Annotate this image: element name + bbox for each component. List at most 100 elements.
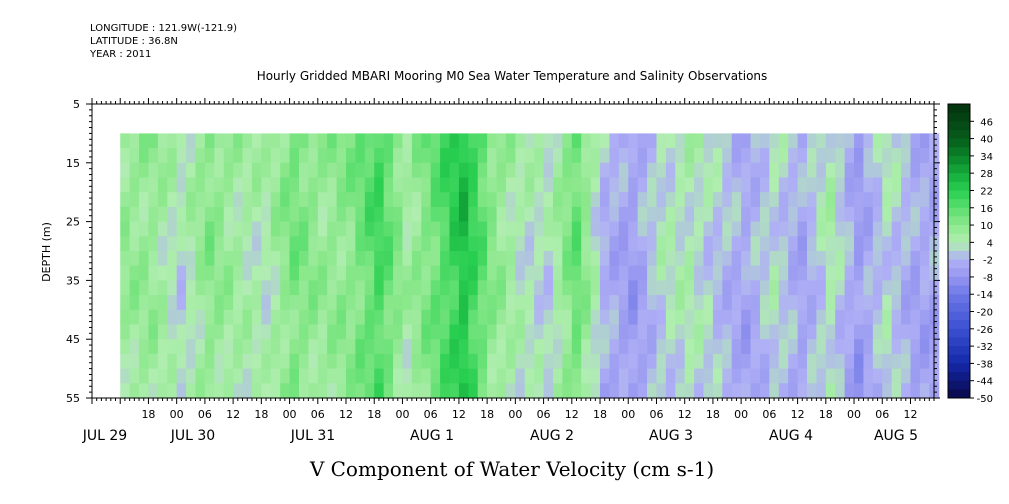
heatmap-cell bbox=[440, 207, 450, 222]
heatmap-cell bbox=[722, 295, 732, 310]
heatmap-cell bbox=[779, 383, 789, 398]
heatmap-cell bbox=[694, 266, 704, 281]
heatmap-cell bbox=[638, 163, 648, 178]
heatmap-cell bbox=[450, 266, 460, 281]
heatmap-cell bbox=[751, 339, 761, 354]
heatmap-cell bbox=[233, 325, 243, 340]
heatmap-cell bbox=[299, 310, 309, 325]
heatmap-cell bbox=[845, 207, 855, 222]
heatmap-cell bbox=[402, 236, 412, 251]
heatmap-cell bbox=[148, 354, 158, 369]
heatmap-cell bbox=[384, 339, 394, 354]
heatmap-cell bbox=[675, 354, 685, 369]
colorbar-swatch bbox=[948, 139, 970, 148]
heatmap-cell bbox=[243, 295, 253, 310]
heatmap-cell bbox=[158, 207, 168, 222]
heatmap-cell bbox=[694, 280, 704, 295]
heatmap-cell bbox=[544, 369, 554, 384]
heatmap-cell bbox=[647, 295, 657, 310]
heatmap-cell bbox=[290, 207, 300, 222]
heatmap-cell bbox=[600, 148, 610, 163]
heatmap-cell bbox=[572, 310, 582, 325]
heatmap-cell bbox=[816, 236, 826, 251]
heatmap-cell bbox=[167, 148, 177, 163]
heatmap-cell bbox=[308, 266, 318, 281]
heatmap-cell bbox=[760, 251, 770, 266]
heatmap-cell bbox=[346, 354, 356, 369]
heatmap-cell bbox=[243, 383, 253, 398]
heatmap-cell bbox=[402, 222, 412, 237]
heatmap-cell bbox=[873, 178, 883, 193]
heatmap-cell bbox=[892, 383, 902, 398]
heatmap-cell bbox=[845, 133, 855, 148]
heatmap-cell bbox=[619, 310, 629, 325]
heatmap-cell bbox=[581, 222, 591, 237]
heatmap-cell bbox=[299, 280, 309, 295]
heatmap-cell bbox=[384, 236, 394, 251]
heatmap-cell bbox=[224, 295, 234, 310]
heatmap-cell bbox=[195, 295, 205, 310]
heatmap-cell bbox=[591, 266, 601, 281]
heatmap-cell bbox=[318, 133, 328, 148]
heatmap-cell bbox=[280, 222, 290, 237]
heatmap-cell bbox=[487, 207, 497, 222]
heatmap-cell bbox=[205, 133, 215, 148]
heatmap-cell bbox=[205, 383, 215, 398]
heatmap-cell bbox=[506, 251, 516, 266]
heatmap-cell bbox=[243, 133, 253, 148]
heatmap-cell bbox=[468, 222, 478, 237]
heatmap-cell bbox=[544, 383, 554, 398]
heatmap-cell bbox=[873, 383, 883, 398]
heatmap-cell bbox=[252, 339, 262, 354]
heatmap-cell bbox=[666, 369, 676, 384]
heatmap-cell bbox=[506, 266, 516, 281]
heatmap-cell bbox=[910, 325, 920, 340]
heatmap-cell bbox=[666, 163, 676, 178]
heatmap-cell bbox=[186, 280, 196, 295]
heatmap-cell bbox=[280, 163, 290, 178]
heatmap-cell bbox=[431, 148, 441, 163]
heatmap-cell bbox=[826, 222, 836, 237]
heatmap-cell bbox=[553, 192, 563, 207]
heatmap-cell bbox=[882, 310, 892, 325]
heatmap-cell bbox=[628, 236, 638, 251]
heatmap-cell bbox=[327, 222, 337, 237]
heatmap-cell bbox=[337, 163, 347, 178]
heatmap-cell bbox=[374, 354, 384, 369]
heatmap-cell bbox=[553, 325, 563, 340]
heatmap-cell bbox=[685, 369, 695, 384]
heatmap-cell bbox=[882, 280, 892, 295]
heatmap-cell bbox=[788, 295, 798, 310]
heatmap-cell bbox=[798, 148, 808, 163]
heatmap-cell bbox=[214, 251, 224, 266]
heatmap-cell bbox=[910, 148, 920, 163]
heatmap-cell bbox=[299, 325, 309, 340]
heatmap-cell bbox=[365, 369, 375, 384]
heatmap-cell bbox=[788, 266, 798, 281]
heatmap-cell bbox=[704, 148, 714, 163]
heatmap-cell bbox=[290, 236, 300, 251]
heatmap-cell bbox=[299, 178, 309, 193]
heatmap-cell bbox=[365, 383, 375, 398]
heatmap-cell bbox=[271, 236, 281, 251]
heatmap-cell bbox=[459, 280, 469, 295]
x-hour-label: 06 bbox=[762, 408, 776, 421]
heatmap-cell bbox=[177, 251, 187, 266]
heatmap-cell bbox=[647, 339, 657, 354]
heatmap-cell bbox=[553, 163, 563, 178]
heatmap-cell bbox=[393, 236, 403, 251]
heatmap-cell bbox=[318, 148, 328, 163]
heatmap-cell bbox=[450, 251, 460, 266]
heatmap-cell bbox=[826, 266, 836, 281]
heatmap-cell bbox=[148, 207, 158, 222]
colorbar-swatch bbox=[948, 277, 970, 286]
heatmap-cell bbox=[431, 266, 441, 281]
heatmap-cell bbox=[732, 280, 742, 295]
heatmap-cell bbox=[290, 163, 300, 178]
heatmap-cell bbox=[148, 325, 158, 340]
heatmap-cell bbox=[751, 178, 761, 193]
heatmap-cell bbox=[308, 383, 318, 398]
heatmap-cell bbox=[478, 280, 488, 295]
heatmap-cell bbox=[722, 133, 732, 148]
heatmap-cell bbox=[440, 222, 450, 237]
